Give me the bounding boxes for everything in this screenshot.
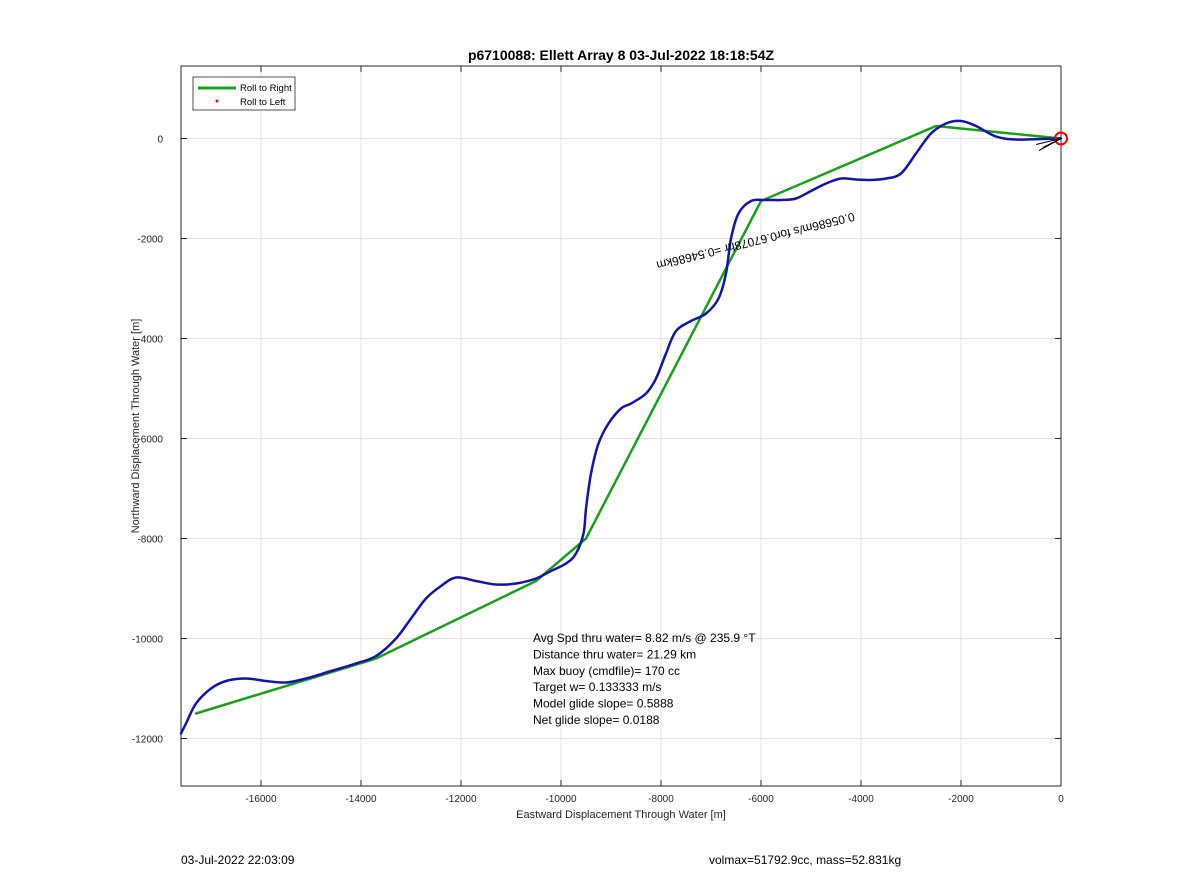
legend-label-roll-left: Roll to Left (240, 97, 286, 108)
y-tick-label: -8000 (137, 535, 163, 546)
x-axis-label: Eastward Displacement Through Water [m] (516, 809, 726, 821)
stats-line: Max buoy (cmdfile)= 170 cc (533, 664, 680, 678)
end-marker-layer (1035, 131, 1068, 151)
legend: Roll to Right Roll to Left (192, 76, 296, 111)
x-tick-label: -14000 (345, 794, 377, 805)
footer-mass-info: volmax=51792.9cc, mass=52.831kg (709, 853, 902, 867)
grid-lines (181, 66, 1062, 786)
axes-box (180, 65, 1062, 787)
legend-label-roll-right: Roll to Right (240, 83, 292, 94)
stats-line: Model glide slope= 0.5888 (533, 697, 674, 711)
x-tick-label: -10000 (545, 794, 577, 805)
y-tick-label: -2000 (137, 235, 163, 246)
x-tick-label: -6000 (748, 794, 774, 805)
stats-annotation: Avg Spd thru water= 8.82 m/s @ 235.9 °T D… (533, 631, 756, 727)
y-tick-label: -12000 (132, 735, 164, 746)
legend-dot-roll-left (215, 99, 219, 103)
y-axis-label: Northward Displacement Through Water [m] (130, 319, 142, 534)
y-tick-label: -10000 (132, 635, 164, 646)
x-tick-label: -16000 (245, 794, 277, 805)
stats-line: Distance thru water= 21.29 km (533, 647, 696, 661)
end-position-marker (1054, 131, 1068, 146)
series-track-line (179, 119, 1063, 735)
y-tick-label: -4000 (137, 335, 163, 346)
series-roll-right-line (194, 124, 1063, 715)
current-vector-arrow (1035, 138, 1062, 145)
x-tick-label: -2000 (948, 794, 974, 805)
x-tick-label: -8000 (648, 794, 674, 805)
y-tick-label: -6000 (137, 435, 163, 446)
stats-line: Net glide slope= 0.0188 (533, 713, 660, 727)
current-vector-label: 0.05686m/s for0.67078hr =0.54686km (655, 210, 856, 273)
stats-line: Target w= 0.133333 m/s (533, 680, 661, 694)
x-tick-label: -12000 (445, 794, 477, 805)
y-tick-label: 0 (157, 135, 163, 146)
current-vector-arrow (1042, 138, 1062, 148)
axis-ticks: -16000 -14000 -12000 -10000 -8000 -6000 -4000 -… (132, 66, 1064, 805)
chart-title: p6710088: Ellett Array 8 03-Jul-2022 18:… (468, 47, 775, 63)
footer-timestamp: 03-Jul-2022 22:03:09 (181, 853, 295, 867)
x-tick-label: -4000 (848, 794, 874, 805)
x-tick-label: 0 (1058, 794, 1064, 805)
legend-box (192, 76, 296, 111)
stats-line: Avg Spd thru water= 8.82 m/s @ 235.9 °T (533, 631, 756, 645)
series-layer (179, 119, 1063, 735)
